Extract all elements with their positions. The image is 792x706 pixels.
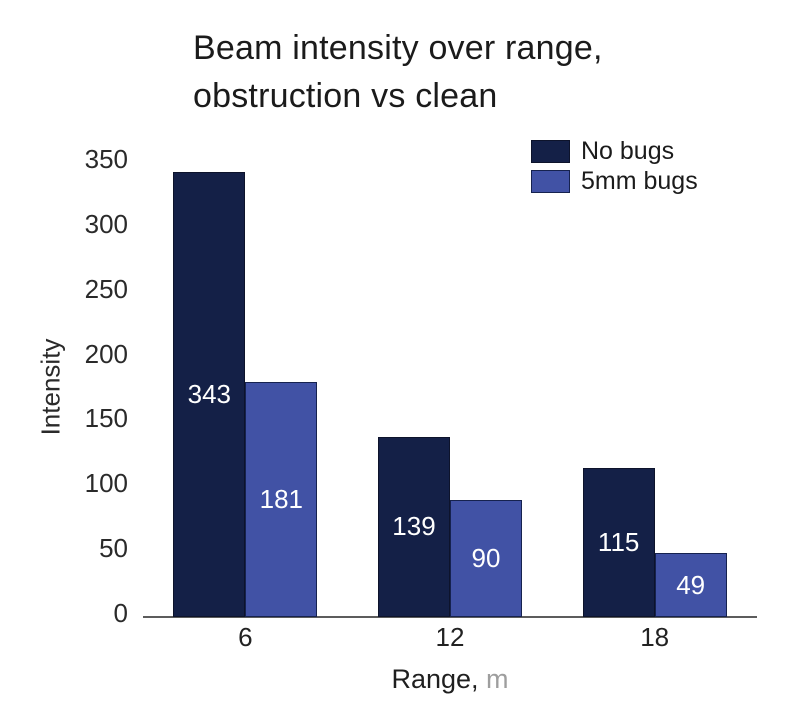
x-axis-title-unit: m [486,664,509,694]
x-axis-line [143,616,757,618]
chart-title-line-2: obstruction vs clean [193,77,498,115]
y-tick-label-100: 100 [84,468,128,499]
legend-swatch-5mm-bugs [531,170,570,193]
y-tick-label-0: 0 [113,598,128,628]
bar-no-bugs-18: 115 [582,467,655,617]
y-tick-label-300: 300 [84,208,128,239]
y-tick-label-350: 350 [84,144,128,174]
bar-value-label: 90 [471,543,501,574]
legend-label: 5mm bugs [581,167,698,195]
legend-item-5mm-bugs: 5mm bugs [531,167,698,195]
plot-area: 343 181 6 139 90 12 115 49 18 [143,163,757,652]
chart-title-line-1: Beam intensity over range, [193,29,603,67]
x-tick-label-12: 12 [435,622,465,652]
bar-value-label: 343 [187,379,232,410]
y-tick-label-50: 50 [99,533,128,564]
bar-no-bugs-6: 343 [173,172,246,617]
bar-no-bugs-12: 139 [378,436,450,617]
x-axis-title-text: Range, [391,664,479,694]
x-tick-label-6: 6 [238,622,253,652]
x-tick-label-18: 18 [640,622,670,652]
bar-value-label: 139 [392,511,436,542]
x-axis-title: Range, m [143,664,757,695]
legend-label: No bugs [581,137,675,165]
y-tick-label-250: 250 [84,273,128,304]
bar-value-label: 181 [259,484,304,515]
legend-swatch-no-bugs [531,140,570,163]
legend-item-no-bugs: No bugs [531,137,698,165]
bar-value-label: 49 [676,569,706,600]
chart-title: Beam intensity over range, obstruction v… [193,24,603,120]
legend: No bugs 5mm bugs [531,137,698,199]
bar-5mm-bugs-12: 90 [450,500,522,617]
bar-5mm-bugs-18: 49 [654,553,727,617]
y-tick-label-150: 150 [84,403,128,434]
bar-value-label: 115 [597,526,640,557]
bar-5mm-bugs-6: 181 [245,382,318,617]
y-tick-label-200: 200 [84,338,128,369]
